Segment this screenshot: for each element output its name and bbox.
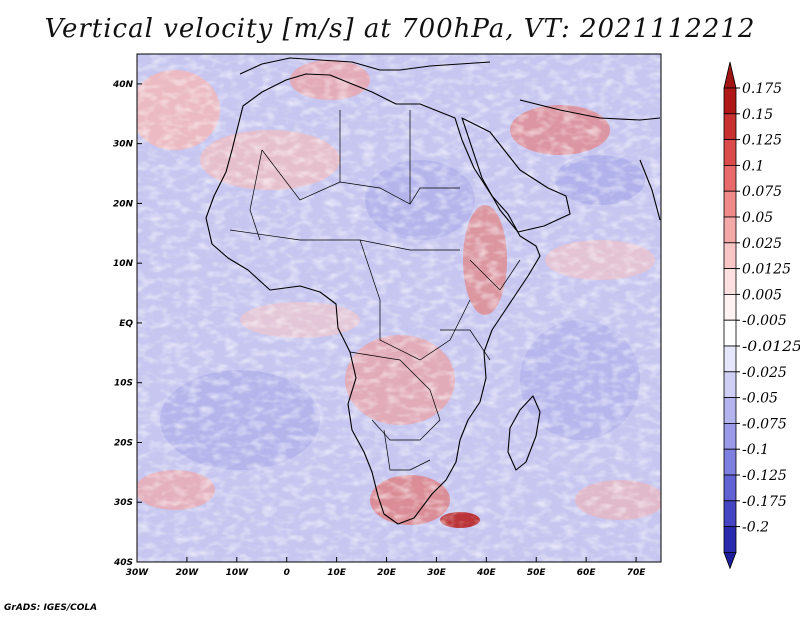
colorbar-swatch [723,422,737,450]
border-line [383,429,431,471]
colorbar-label: -0.005 [742,313,787,329]
axis-ticks: 30W 20W 10W 0 10E 20E 30E 40E 50E 60E 70E 40N 30N 20N… [112,80,646,578]
colorbar-swatch [723,397,737,424]
lon-tick-label: 0 [284,568,290,578]
colorbar-label: 0.0125 [742,262,791,278]
lon-tick-label: 70E [627,568,647,578]
arabia-coastline [461,117,571,233]
colorbar: 0.175 0.15 0.125 0.1 0.075 0.05 0.025 0.0125 0.0… [723,61,800,570]
colorbar-label: -0.05 [742,391,778,407]
field-texture [137,54,661,562]
colorbar-label: -0.125 [742,468,787,484]
lat-tick-label: 30S [114,498,133,508]
colorbar-label: 0.1 [742,158,764,174]
colorbar-label: 0.125 [742,133,782,149]
border-line [359,239,471,361]
lon-tick-label: 10E [327,568,347,578]
lat-tick-label: 20S [114,438,133,448]
colorbar-swatch [723,164,737,192]
colorbar-label: -0.175 [742,494,787,510]
colorbar-swatch [723,526,737,553]
colorbar-swatch [723,87,737,115]
colorbar-label: -0.0125 [742,339,800,355]
madagascar-coastline [507,395,541,471]
colorbar-label: 0.025 [742,236,782,252]
colorbar-label: 0.075 [742,184,782,200]
lat-tick-label: 40S [113,558,133,568]
border-line [349,351,441,441]
colorbar-swatch [723,500,737,527]
lon-tick-label: 50E [527,568,547,578]
colorbar-swatch [723,345,737,373]
colorbar-label: -0.1 [742,442,769,458]
lon-tick-label: 30E [427,568,447,578]
lon-tick-label: 10W [226,568,250,578]
lat-tick-label: 10N [113,259,134,269]
lon-tick-label: 60E [577,568,597,578]
plot-border [136,53,662,563]
colorbar-swatch [723,139,737,166]
lat-tick-label: EQ [119,319,133,329]
border-line [469,259,521,291]
colorbar-label: 0.15 [742,107,773,123]
colorbar-label: -0.075 [742,416,787,432]
colorbar-swatch [723,371,737,398]
border-line [261,149,460,205]
colorbar-swatch [723,448,737,476]
lat-tick-label: 40N [112,80,134,90]
lat-tick-label: 10S [114,379,133,389]
colorbar-under-triangle [723,552,737,570]
lon-tick-label: 20W [176,568,200,578]
colorbar-swatch [723,113,737,141]
colorbar-label: 0.175 [742,81,782,97]
colorbar-swatch [723,242,737,270]
plot-title: Vertical velocity [m/s] at 700hPa, VT: 2… [44,14,756,44]
persian-gulf-coastline [519,99,661,121]
colorbar-label: -0.2 [742,520,769,536]
colorbar-swatch [723,293,737,321]
colorbar-swatch [723,190,737,218]
lat-tick-label: 30N [113,140,134,150]
colorbar-swatch [723,268,737,295]
india-coastline [639,159,661,221]
border-line [249,149,263,241]
border-line [440,329,491,361]
colorbar-swatch [723,216,737,244]
country-borders [229,110,521,471]
colorbar-swatch [723,474,737,502]
colorbar-swatch [723,319,737,347]
grads-credit: GrADS: IGES/COLA [4,603,98,613]
coastlines [205,57,661,525]
lat-tick-label: 20N [113,199,134,209]
velocity-field [137,54,661,562]
colorbar-label: 0.005 [742,287,782,303]
colorbar-label: 0.05 [742,210,773,226]
colorbar-over-triangle [723,61,737,89]
europe-coastline [239,57,491,75]
colorbar-label: -0.025 [742,365,787,381]
africa-coastline [205,73,541,525]
lon-tick-label: 30W [126,568,150,578]
lon-tick-label: 40E [476,568,497,578]
lon-tick-label: 20E [377,568,397,578]
